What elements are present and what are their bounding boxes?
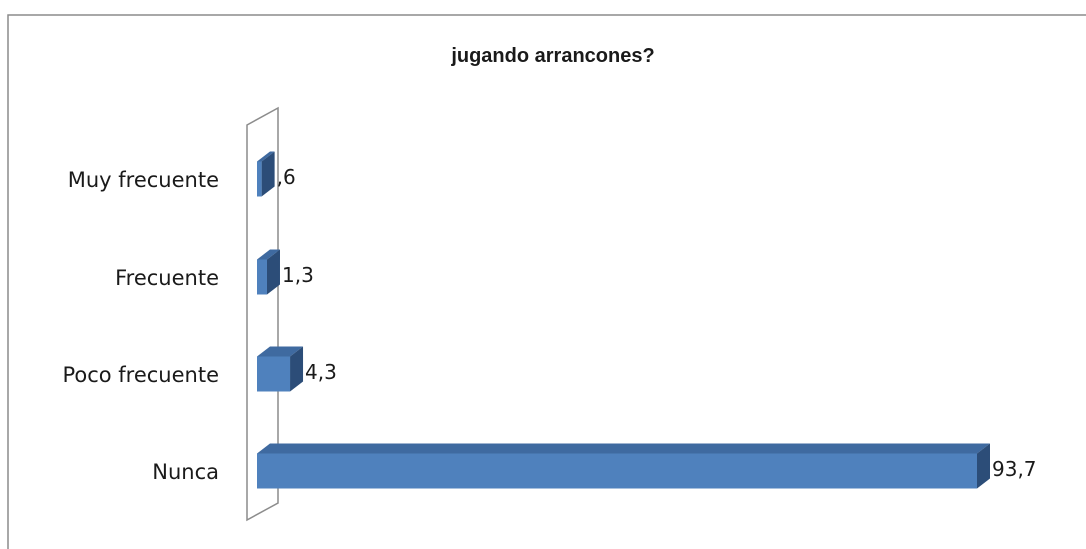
value-label: 1,3 [282,263,314,287]
value-label: 4,3 [305,360,337,384]
bar-top-face [257,151,275,162]
chart-title: jugando arrancones? [450,45,654,67]
bar-1 [257,151,275,197]
bar-top-face [257,346,304,357]
bar-front-face [257,259,267,295]
bar-top-face [257,249,280,260]
bar-top-face [257,443,990,454]
value-label: 93,7 [992,457,1037,481]
axis-wall [246,106,279,522]
bar-front-face [257,356,291,392]
bar-side-face [266,249,280,295]
bars-layer [257,151,990,489]
value-label: ,6 [277,165,296,189]
bar-side-face [261,151,275,197]
bar-3 [257,346,304,392]
bar-front-face [257,161,262,197]
bar-side-face [977,443,990,489]
bar-4 [257,443,990,489]
labels-layer: Muy frecuente ,6 Frecuente 1,3 Poco frecuent… [62,165,1036,484]
bar-side-face [290,346,304,392]
category-label: Frecuente [115,266,219,290]
category-label: Nunca [152,460,219,484]
category-label: Poco frecuente [62,363,219,387]
category-label: Muy frecuente [68,168,219,192]
chart-border [7,14,1086,549]
bar-2 [257,249,280,295]
bar-front-face [257,453,977,489]
